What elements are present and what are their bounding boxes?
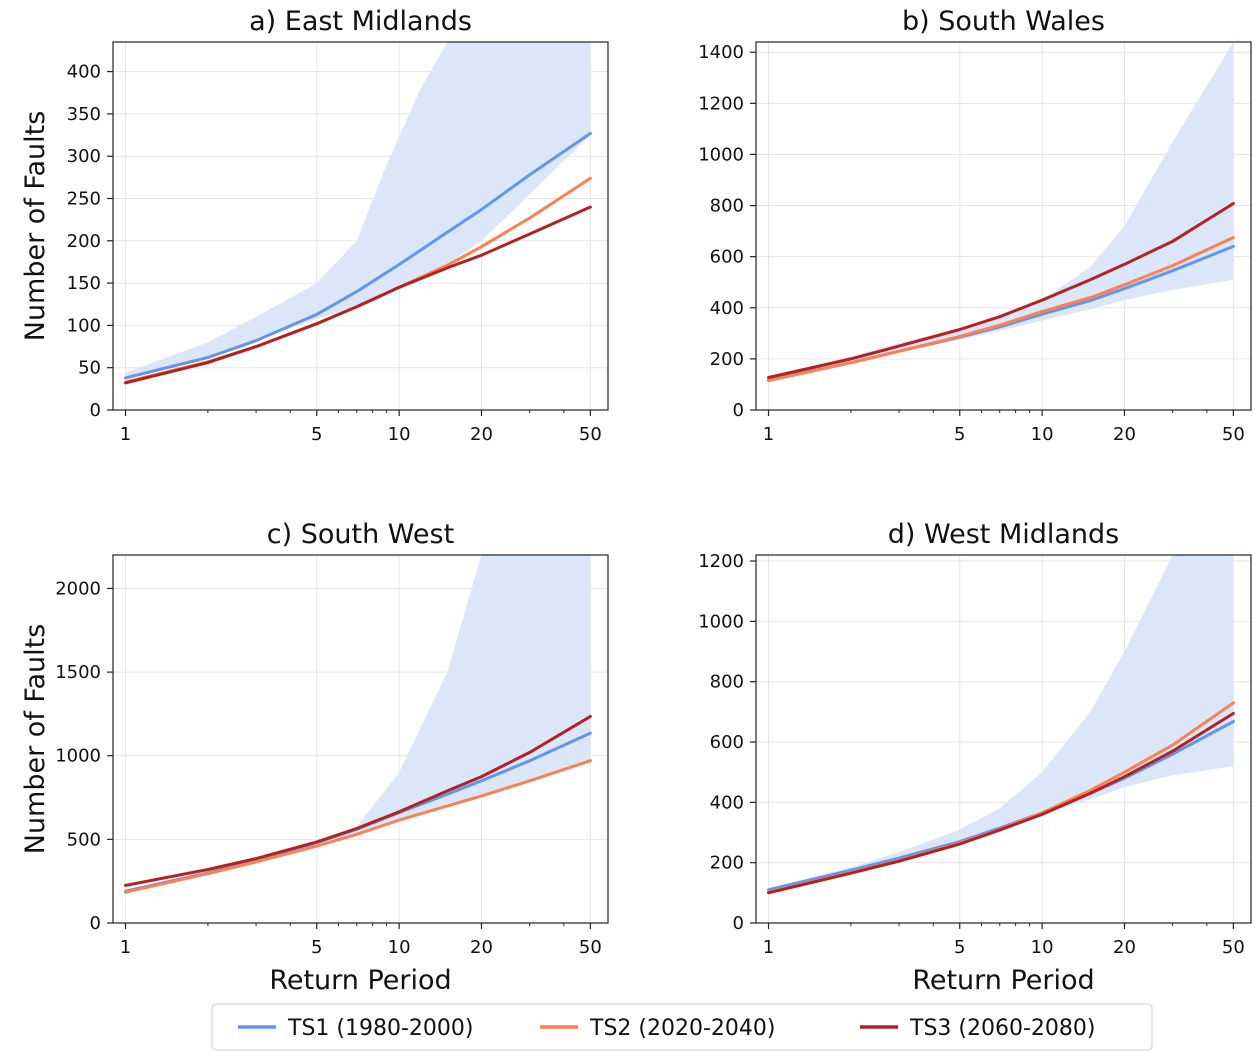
panel-title: c) South West: [267, 519, 454, 550]
y-tick-label: 600: [710, 247, 744, 268]
series-line-ts3: [124, 205, 592, 385]
legend-label: TS3 (2060-2080): [909, 1016, 1095, 1041]
y-tick-label: 0: [90, 400, 101, 421]
y-tick-label: 1500: [55, 662, 101, 683]
panel-title: d) West Midlands: [888, 519, 1120, 550]
x-axis-label: Return Period: [269, 965, 451, 996]
x-tick-label: 5: [954, 424, 965, 445]
legend-frame: [211, 1003, 1153, 1051]
y-tick-label: 0: [90, 913, 101, 934]
y-tick-label: 1000: [698, 611, 744, 632]
y-tick-label: 2000: [55, 578, 101, 599]
y-tick-label: 400: [67, 62, 101, 83]
x-tick-label: 10: [388, 424, 411, 445]
y-tick-label: 400: [710, 792, 744, 813]
x-tick-label: 50: [579, 424, 602, 445]
plot-frame: [755, 554, 1252, 924]
x-tick-label: 1: [120, 424, 131, 445]
y-tick-label: 500: [67, 829, 101, 850]
series-line-ts3: [767, 711, 1235, 895]
x-tick-label: 10: [388, 937, 411, 958]
plot-frame: [112, 554, 609, 924]
y-tick-label: 150: [67, 273, 101, 294]
y-tick-label: 200: [710, 349, 744, 370]
y-tick-label: 50: [78, 358, 101, 379]
y-tick-label: 0: [733, 913, 744, 934]
y-tick-label: 350: [67, 104, 101, 125]
x-axis-label: Return Period: [912, 965, 1094, 996]
y-tick-label: 200: [67, 231, 101, 252]
panel-west-midlands: 1 5 10 20 50 0 200 400 600 800 1000 1200 d) West Mid…: [698, 519, 1252, 996]
x-tick-label: 1: [763, 424, 774, 445]
x-tick-label: 5: [311, 937, 322, 958]
legend-item-ts2: TS2 (2020-2040): [540, 1016, 775, 1041]
panel-east-midlands: 1 5 10 20 50 0 50 100 150 200 250 300 350 400 a) East …: [20, 6, 609, 445]
y-tick-label: 300: [67, 146, 101, 167]
y-tick-label: 1000: [698, 144, 744, 165]
uncertainty-band: [768, 555, 1234, 893]
x-tick-label: 50: [1222, 424, 1245, 445]
y-tick-label: 100: [67, 315, 101, 336]
y-tick-label: 1400: [698, 42, 744, 63]
x-tick-label: 10: [1031, 937, 1054, 958]
y-tick-label: 200: [710, 853, 744, 874]
panel-title: a) East Midlands: [249, 6, 472, 37]
x-tick-label: 50: [579, 937, 602, 958]
legend-label: TS1 (1980-2000): [287, 1016, 473, 1041]
x-tick-label: 5: [954, 937, 965, 958]
legend-label: TS2 (2020-2040): [589, 1016, 775, 1041]
x-tick-label: 20: [470, 424, 493, 445]
series-line-ts3: [767, 202, 1235, 379]
y-axis-label: Number of Faults: [20, 624, 51, 855]
y-tick-label: 600: [710, 732, 744, 753]
uncertainty-band: [125, 555, 591, 893]
uncertainty-band: [768, 42, 1234, 382]
x-tick-label: 20: [470, 937, 493, 958]
panel-south-wales: 1 5 10 20 50 0 200 400 600 800 1000 1200 1400 b) Sout…: [698, 6, 1252, 445]
legend-item-ts1: TS1 (1980-2000): [238, 1016, 473, 1041]
x-tick-label: 5: [311, 424, 322, 445]
x-tick-label: 50: [1222, 937, 1245, 958]
series-line-ts2: [767, 236, 1235, 383]
x-tick-label: 1: [120, 937, 131, 958]
plot-frame: [112, 41, 609, 411]
x-tick-label: 20: [1113, 424, 1136, 445]
y-tick-label: 1000: [55, 746, 101, 767]
x-tick-label: 1: [763, 937, 774, 958]
y-tick-label: 400: [710, 298, 744, 319]
series-line-ts1: [124, 131, 592, 380]
y-tick-label: 800: [710, 196, 744, 217]
plot-frame: [755, 41, 1252, 411]
y-tick-label: 1200: [698, 551, 744, 572]
panel-title: b) South Wales: [902, 6, 1105, 37]
legend: TS1 (1980-2000) TS2 (2020-2040) TS3 (2060-…: [211, 1003, 1153, 1051]
y-axis-label: Number of Faults: [20, 111, 51, 342]
y-tick-label: 250: [67, 189, 101, 210]
x-tick-label: 10: [1031, 424, 1054, 445]
legend-item-ts3: TS3 (2060-2080): [860, 1016, 1095, 1041]
uncertainty-band: [125, 42, 591, 380]
series-line-ts3: [124, 714, 592, 887]
x-tick-label: 20: [1113, 937, 1136, 958]
series-line-ts2: [124, 759, 592, 894]
y-tick-label: 800: [710, 672, 744, 693]
y-tick-label: 1200: [698, 93, 744, 114]
y-tick-label: 0: [733, 400, 744, 421]
